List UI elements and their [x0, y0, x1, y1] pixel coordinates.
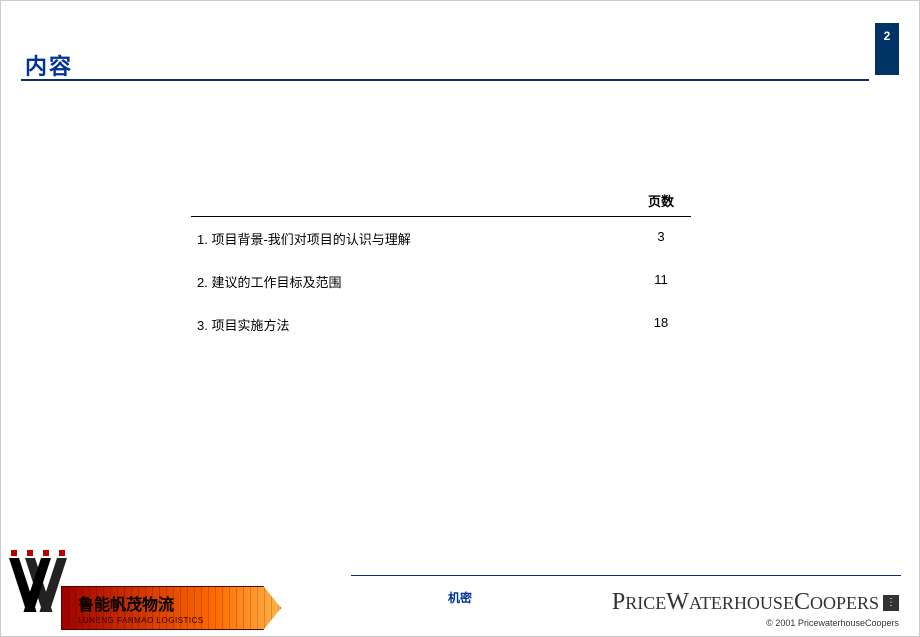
page-number-tab: 2 [875, 23, 899, 75]
toc-row-label: 3. 项目实施方法 [197, 315, 631, 334]
toc-header-pages: 页数 [631, 191, 691, 210]
toc-header-row: 页数 [191, 191, 691, 217]
toc-row: 1. 项目背景-我们对项目的认识与理解 3 [191, 217, 691, 260]
pwc-wordmark: PRICEWATERHOUSECOOPERS [612, 589, 879, 616]
client-logo-name-cn: 鲁能帆茂物流 [78, 591, 174, 615]
toc-row: 2. 建议的工作目标及范围 11 [191, 260, 691, 303]
client-logo-banner: 鲁能帆茂物流 LUNENG FANMAO LOGISTICS [61, 586, 281, 630]
toc-row: 3. 项目实施方法 18 [191, 303, 691, 346]
page-title: 内容 [25, 49, 73, 81]
toc-table: 页数 1. 项目背景-我们对项目的认识与理解 3 2. 建议的工作目标及范围 1… [191, 191, 691, 346]
client-logo: 鲁能帆茂物流 LUNENG FANMAO LOGISTICS [1, 556, 291, 636]
page-number: 2 [884, 29, 891, 43]
title-rule [21, 79, 869, 81]
toc-row-label: 1. 项目背景-我们对项目的认识与理解 [197, 229, 631, 248]
toc-row-page: 18 [631, 315, 691, 334]
pwc-mark-icon: ⋮ [883, 595, 899, 611]
toc-row-label: 2. 建议的工作目标及范围 [197, 272, 631, 291]
pwc-logo: PRICEWATERHOUSECOOPERS ⋮ [612, 589, 899, 616]
toc-row-page: 11 [631, 272, 691, 291]
footer-rule [351, 575, 901, 576]
client-logo-name-en: LUNENG FANMAO LOGISTICS [78, 616, 204, 625]
toc-row-page: 3 [631, 229, 691, 248]
copyright-text: © 2001 PricewaterhouseCoopers [766, 618, 899, 628]
